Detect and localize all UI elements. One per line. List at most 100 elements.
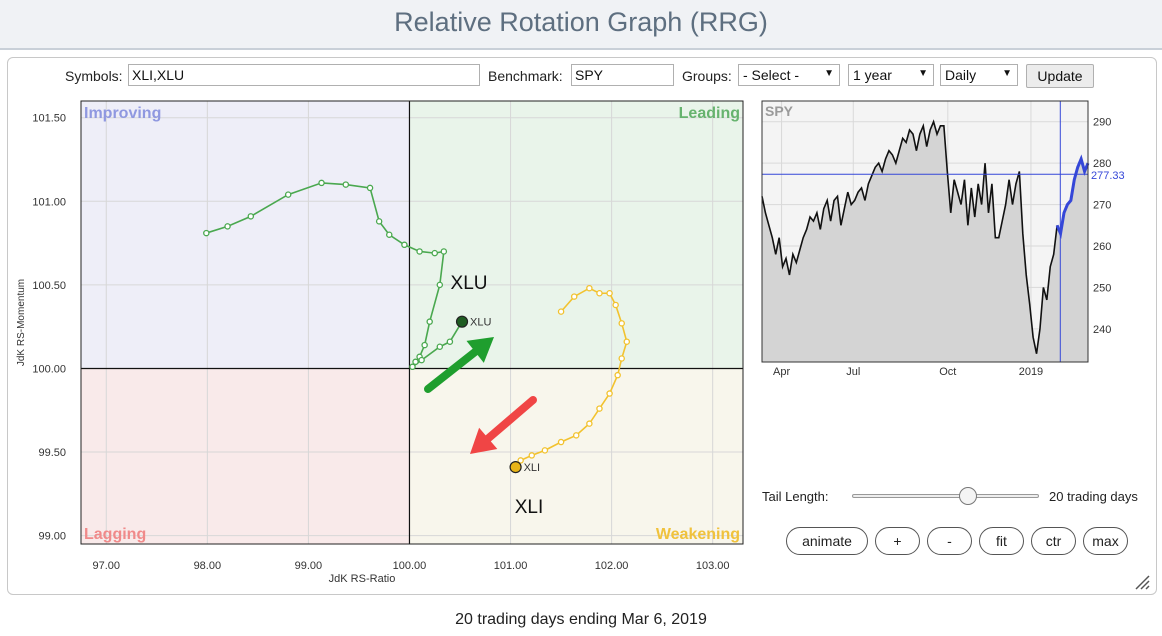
xlu-head-point — [455, 315, 469, 328]
xlu-tail-point — [386, 231, 393, 238]
xlu-tail-point — [318, 179, 325, 187]
red-arrow-icon — [470, 396, 537, 454]
xlu-tail-point — [401, 241, 408, 249]
rrg-series-layer: XLU XLU XLI XLI — [203, 179, 631, 518]
xli-head-point — [509, 461, 522, 474]
xli-tail-point — [528, 452, 536, 459]
spy-x-tick-label: Jul — [846, 366, 860, 378]
symbols-input[interactable] — [128, 64, 480, 86]
xlu-head-label: XLU — [470, 317, 491, 329]
period-select-value: 1 year — [853, 67, 892, 83]
xli-tail-point — [612, 301, 619, 309]
xli-big-label: XLI — [515, 497, 544, 518]
spy-chart-frame — [761, 100, 1089, 363]
update-button[interactable]: Update — [1026, 64, 1094, 88]
frequency-select[interactable]: Daily ▼ — [940, 64, 1018, 86]
xlu-big-label: XLU — [451, 273, 488, 294]
x-tick-label: 97.00 — [93, 560, 121, 572]
spy-x-tick-label: 2019 — [1019, 366, 1043, 378]
page-header: Relative Rotation Graph (RRG) — [0, 0, 1162, 50]
page-title: Relative Rotation Graph (RRG) — [394, 7, 768, 37]
xli-head-label: XLI — [524, 462, 541, 474]
frequency-select-value: Daily — [945, 67, 977, 83]
xlu-tail-point — [431, 249, 438, 257]
xli-tail-point — [557, 308, 565, 315]
spy-symbol-label: SPY — [765, 103, 794, 119]
groups-select-value: - Select - — [743, 67, 800, 83]
xli-tail-point — [557, 438, 565, 446]
xli-tail-point — [517, 457, 524, 464]
spy-y-tick-label: 270 — [1093, 200, 1111, 212]
quadrant-improving — [81, 101, 410, 369]
xlu-tail-point — [436, 343, 444, 350]
xli-tail-point — [614, 371, 621, 379]
y-tick-label: 101.50 — [32, 113, 66, 125]
spy-price-area — [762, 121, 1088, 362]
xlu-tail-point — [440, 248, 448, 255]
quadrant-lagging — [81, 368, 410, 544]
xli-tail-point — [541, 447, 549, 454]
dropdown-arrow-icon: ▼ — [1002, 68, 1012, 79]
symbols-label: Symbols: — [65, 68, 123, 84]
green-arrow-icon-head — [466, 337, 494, 363]
tail-length-slider-track[interactable] — [852, 494, 1039, 498]
xli-tail-point — [618, 320, 625, 327]
animate-button[interactable]: animate — [786, 527, 868, 555]
xli-tail-point — [572, 432, 580, 439]
spy-y-tick-label: 290 — [1093, 117, 1111, 129]
xlu-tail-point — [203, 229, 210, 237]
xli-tail-point — [606, 390, 613, 397]
tail-length-slider-handle[interactable] — [958, 487, 977, 505]
fit-button[interactable]: fit — [979, 527, 1024, 555]
rrg-arrows-layer — [424, 337, 537, 454]
center-button[interactable]: ctr — [1031, 527, 1076, 555]
benchmark-input[interactable] — [571, 64, 674, 86]
spy-y-tick-label: 250 — [1093, 282, 1111, 294]
groups-select[interactable]: - Select - ▼ — [738, 64, 840, 86]
spy-y-tick-label: 280 — [1093, 158, 1111, 170]
quadrant-label-lagging: Lagging — [84, 526, 146, 543]
resize-handle-icon[interactable] — [1132, 572, 1150, 590]
xli-tail-point — [618, 355, 625, 362]
tail-length-label: Tail Length: — [762, 489, 829, 504]
zoom-in-button[interactable]: + — [875, 527, 920, 555]
xlu-tail-point — [436, 281, 444, 289]
xlu-tail-point — [421, 341, 428, 349]
xlu-tail-point — [409, 363, 416, 371]
green-arrow-icon — [424, 337, 494, 393]
x-tick-label: 103.00 — [696, 560, 730, 572]
xlu-tail-point — [284, 191, 292, 198]
y-tick-label: 99.50 — [38, 447, 66, 459]
max-button[interactable]: max — [1083, 527, 1128, 555]
rrg-chart[interactable]: 97.00 98.00 99.00 100.00 101.00 102.00 103.00 1… — [0, 0, 760, 600]
period-select[interactable]: 1 year ▼ — [848, 64, 934, 86]
xlu-tail-point — [375, 218, 383, 225]
quadrant-label-improving: Improving — [84, 105, 161, 122]
y-axis-label: JdK RS-Momentum — [16, 279, 27, 366]
red-arrow-icon-head — [470, 427, 498, 454]
x-tick-label: 100.00 — [393, 560, 427, 572]
spy-x-tick-label: Apr — [773, 366, 790, 378]
x-tick-label: 98.00 — [194, 560, 222, 572]
zoom-out-button[interactable]: - — [927, 527, 972, 555]
xlu-tail-point — [446, 338, 454, 345]
x-tick-label: 102.00 — [595, 560, 629, 572]
xli-tail-point — [586, 420, 593, 427]
spy-tick-labels: 290 280 270 260 250 240 Apr Jul Oct 2019 — [773, 117, 1111, 378]
xlu-tail-point — [412, 358, 419, 366]
spy-x-tick-label: Oct — [939, 366, 956, 378]
spy-y-tick-label: 260 — [1093, 241, 1111, 253]
xli-tail-point — [586, 284, 593, 292]
xlu-tail-point — [418, 356, 425, 364]
red-arrow-icon-shaft — [484, 396, 537, 443]
rrg-plot-frame — [80, 100, 744, 545]
xlu-tail-point — [224, 223, 231, 230]
groups-label: Groups: — [682, 68, 732, 84]
quadrant-leading — [409, 101, 743, 369]
x-axis-label: JdK RS-Ratio — [329, 573, 396, 585]
xlu-tail-point — [426, 318, 433, 325]
spy-price-chart: SPY 277.33 290 280 270 260 250 240 Apr Jul Oct 20… — [761, 100, 1125, 378]
y-tick-label: 101.00 — [32, 196, 66, 208]
y-tick-label: 100.00 — [32, 363, 66, 375]
xlu-tail-point — [342, 181, 350, 188]
